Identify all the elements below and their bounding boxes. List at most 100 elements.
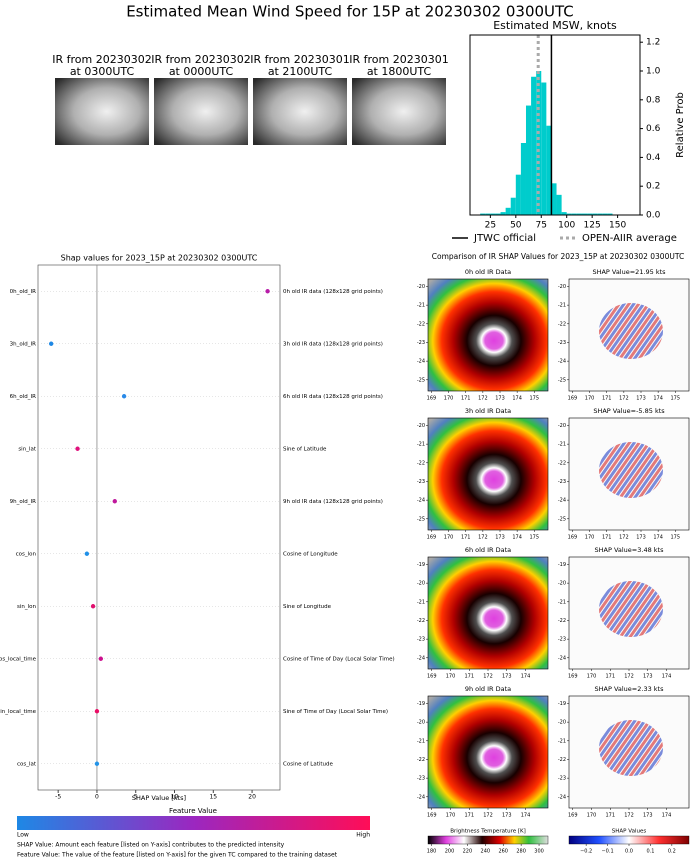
dot: [265, 289, 270, 294]
image-caption: at 0000UTC: [169, 65, 234, 78]
panel-title: SHAP Value=-5.85 kts: [593, 407, 665, 415]
y-tick-label: -21: [417, 442, 425, 448]
bar: [602, 213, 608, 215]
bar: [541, 82, 547, 216]
colorbar-tick-label: 240: [481, 849, 491, 855]
panel-title: 9h old IR Data: [465, 685, 511, 693]
chart-title: Estimated MSW, knots: [493, 19, 617, 32]
y-tick-label: cos_lat: [17, 761, 37, 767]
x-tick-label: 0: [95, 794, 99, 801]
dot: [84, 551, 90, 556]
y-tick-label: -23: [417, 340, 425, 346]
bar: [510, 197, 516, 215]
y-tick-label: -25: [558, 377, 566, 383]
y-tick-label: -20: [558, 284, 566, 290]
x-tick-label: 5: [134, 794, 138, 801]
y-tick-label: -23: [558, 479, 566, 485]
x-tick-label: 174: [521, 813, 531, 819]
y-tick-label: 1.2: [646, 38, 660, 48]
image-caption: IR from 20230302: [151, 53, 250, 66]
y-tick-label: -23: [417, 637, 425, 643]
bar: [587, 213, 593, 215]
y-tick-label: -19: [558, 562, 566, 568]
panel-frame: [568, 278, 690, 392]
y-tick-label: -21: [417, 738, 425, 744]
x-tick-label: 100: [558, 221, 575, 231]
dot: [48, 341, 54, 346]
y-tick-label: -23: [558, 340, 566, 346]
colorbar-label: SHAP Values: [612, 829, 647, 835]
colorbar-tick-label: 260: [498, 849, 508, 855]
image-caption: IR from 20230302: [52, 53, 151, 66]
note: SHAP Value: Amount each feature [listed …: [17, 842, 285, 849]
image-caption: IR from 20230301: [349, 53, 448, 66]
colorbar-tick-label: 280: [516, 849, 526, 855]
legend-label: OPEN-AIIR average: [582, 233, 677, 244]
panel-title: 6h old IR Data: [465, 546, 511, 554]
x-tick-label: 173: [636, 396, 646, 402]
x-tick-label: 174: [521, 674, 531, 680]
y-tick-label: -23: [417, 479, 425, 485]
x-tick-label: 174: [653, 396, 663, 402]
x-tick-label: 15: [209, 794, 217, 801]
image-caption: at 2100UTC: [268, 65, 333, 78]
colorbar: [17, 816, 370, 830]
x-tick-label: 169: [568, 813, 578, 819]
y-tick-label: -21: [417, 303, 425, 309]
y-tick-label: 9h_old_IR: [10, 499, 36, 505]
panel-frame: [568, 417, 690, 531]
colorbar-tick-label: 0.1: [646, 849, 654, 855]
ir-map: [428, 418, 548, 530]
shap-pattern: [599, 442, 663, 498]
ir-image: [55, 78, 149, 145]
y-tick-label: -25: [417, 377, 425, 383]
x-tick-label: 169: [427, 535, 437, 541]
feature-description: 6h old IR data (128x128 grid points): [283, 394, 383, 400]
panel-title: SHAP Value=21.95 kts: [592, 268, 666, 276]
feature-description: Sine of Longitude: [283, 604, 332, 610]
x-tick-label: 172: [483, 813, 493, 819]
image-caption: at 0300UTC: [70, 65, 135, 78]
y-tick-label: -23: [558, 776, 566, 782]
y-tick-label: -24: [558, 655, 566, 661]
x-tick-label: 171: [461, 535, 471, 541]
y-tick-label: -21: [558, 738, 566, 744]
y-tick-label: -22: [558, 757, 566, 763]
y-tick-label: 3h_old_IR: [10, 341, 36, 347]
bar: [520, 143, 526, 215]
y-tick-label: -24: [558, 498, 566, 504]
x-tick-label: 171: [602, 396, 612, 402]
ir-map: [428, 696, 548, 808]
x-tick-label: 25: [485, 221, 496, 231]
plot-frame: [37, 264, 281, 791]
page-title: Estimated Mean Wind Speed for 15P at 202…: [126, 3, 574, 21]
legend-label: JTWC official: [473, 233, 536, 244]
x-tick-label: 171: [602, 535, 612, 541]
x-tick-label: 175: [671, 396, 681, 402]
dot: [121, 394, 127, 399]
colorbar-tick-label: −0.2: [580, 849, 592, 855]
y-tick-label: -23: [558, 637, 566, 643]
ir-image: [154, 78, 248, 145]
bar: [607, 213, 613, 215]
x-tick-label: 171: [464, 813, 474, 819]
panel-title: 0h old IR Data: [465, 268, 511, 276]
colorbar-tick-label: −0.1: [601, 849, 613, 855]
y-tick-label: -24: [417, 498, 425, 504]
y-tick-label: -20: [417, 581, 425, 587]
bar: [571, 213, 577, 215]
ir-image: [352, 78, 446, 145]
x-tick-label: 173: [643, 674, 653, 680]
y-tick-label: 0.6: [646, 124, 661, 134]
y-tick-label: -24: [417, 794, 425, 800]
y-tick-label: -25: [417, 516, 425, 522]
y-tick-label: -21: [417, 599, 425, 605]
x-tick-label: 172: [483, 674, 493, 680]
bar: [490, 213, 496, 215]
feature-description: Sine of Time of Day (Local Solar Time): [283, 709, 388, 715]
colorbar-tick-label: 200: [445, 849, 455, 855]
bar: [505, 207, 511, 215]
dot: [90, 604, 96, 609]
image-caption: at 1800UTC: [367, 65, 432, 78]
